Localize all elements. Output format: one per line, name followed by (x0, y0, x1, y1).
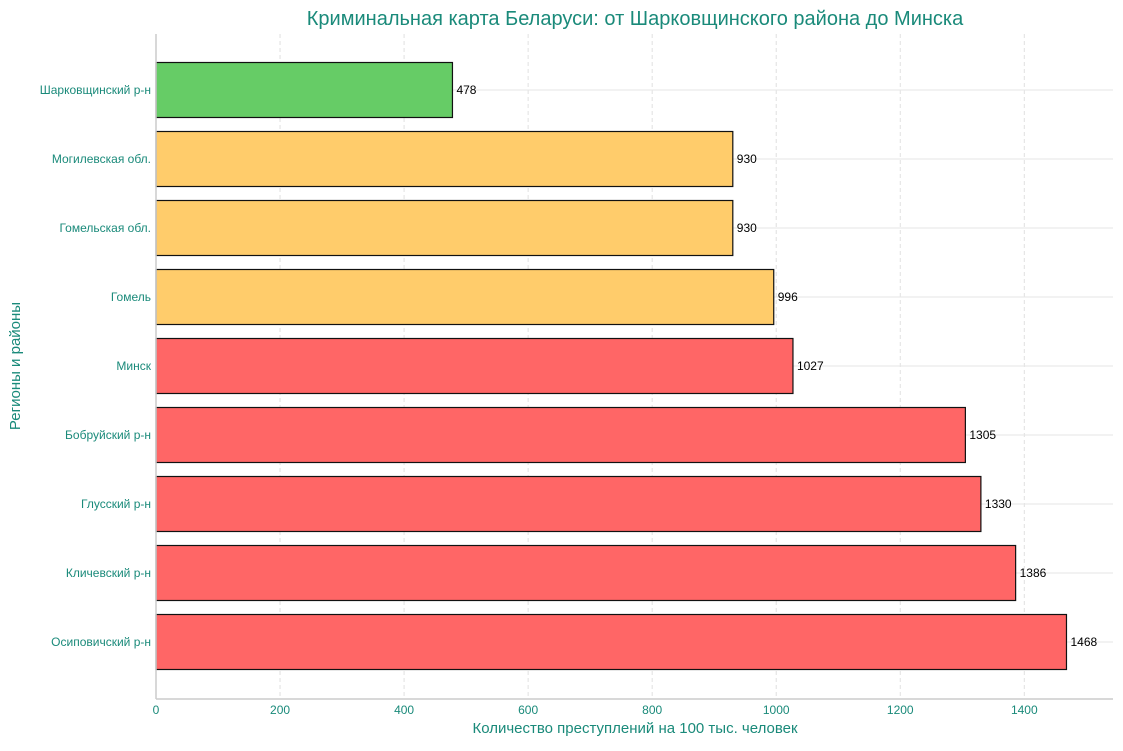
data-label: 1027 (797, 359, 824, 373)
y-tick-label: Гомельская обл. (59, 221, 151, 235)
chart-title: Криминальная карта Беларуси: от Шарковщи… (307, 8, 964, 30)
bar (155, 199, 734, 257)
x-tick-label: 600 (518, 703, 538, 717)
data-label: 478 (456, 83, 476, 97)
data-label: 996 (778, 290, 798, 304)
data-label: 930 (737, 152, 757, 166)
data-label: 930 (737, 221, 757, 235)
bar (155, 406, 966, 464)
bar (155, 268, 775, 326)
bar (155, 61, 454, 119)
data-label: 1305 (969, 428, 996, 442)
y-tick-label: Шарковщинский р-н (40, 83, 151, 97)
y-tick-label: Минск (116, 359, 151, 373)
x-axis-label: Количество преступлений на 100 тыс. чело… (472, 720, 798, 737)
x-tick-label: 400 (394, 703, 414, 717)
data-label: 1330 (985, 497, 1012, 511)
x-tick-label: 200 (270, 703, 290, 717)
y-tick-label: Кличевский р-н (66, 566, 151, 580)
bar (155, 130, 734, 188)
bar (155, 337, 794, 395)
x-tick-label: 0 (153, 703, 160, 717)
bar (155, 613, 1068, 671)
bar (155, 475, 982, 533)
y-tick-label: Осиповичский р-н (51, 635, 151, 649)
bar (155, 544, 1017, 602)
y-axis-label: Регионы и районы (7, 302, 24, 430)
y-tick-label: Гомель (111, 290, 151, 304)
x-tick-label: 1200 (887, 703, 914, 717)
y-tick-label: Глусский р-н (81, 497, 151, 511)
data-label: 1386 (1020, 566, 1047, 580)
x-tick-label: 800 (642, 703, 662, 717)
x-tick-label: 1000 (763, 703, 790, 717)
y-tick-label: Бобруйский р-н (65, 428, 151, 442)
y-tick-label: Могилевская обл. (52, 152, 151, 166)
data-label: 1468 (1070, 635, 1097, 649)
x-tick-label: 1400 (1011, 703, 1038, 717)
